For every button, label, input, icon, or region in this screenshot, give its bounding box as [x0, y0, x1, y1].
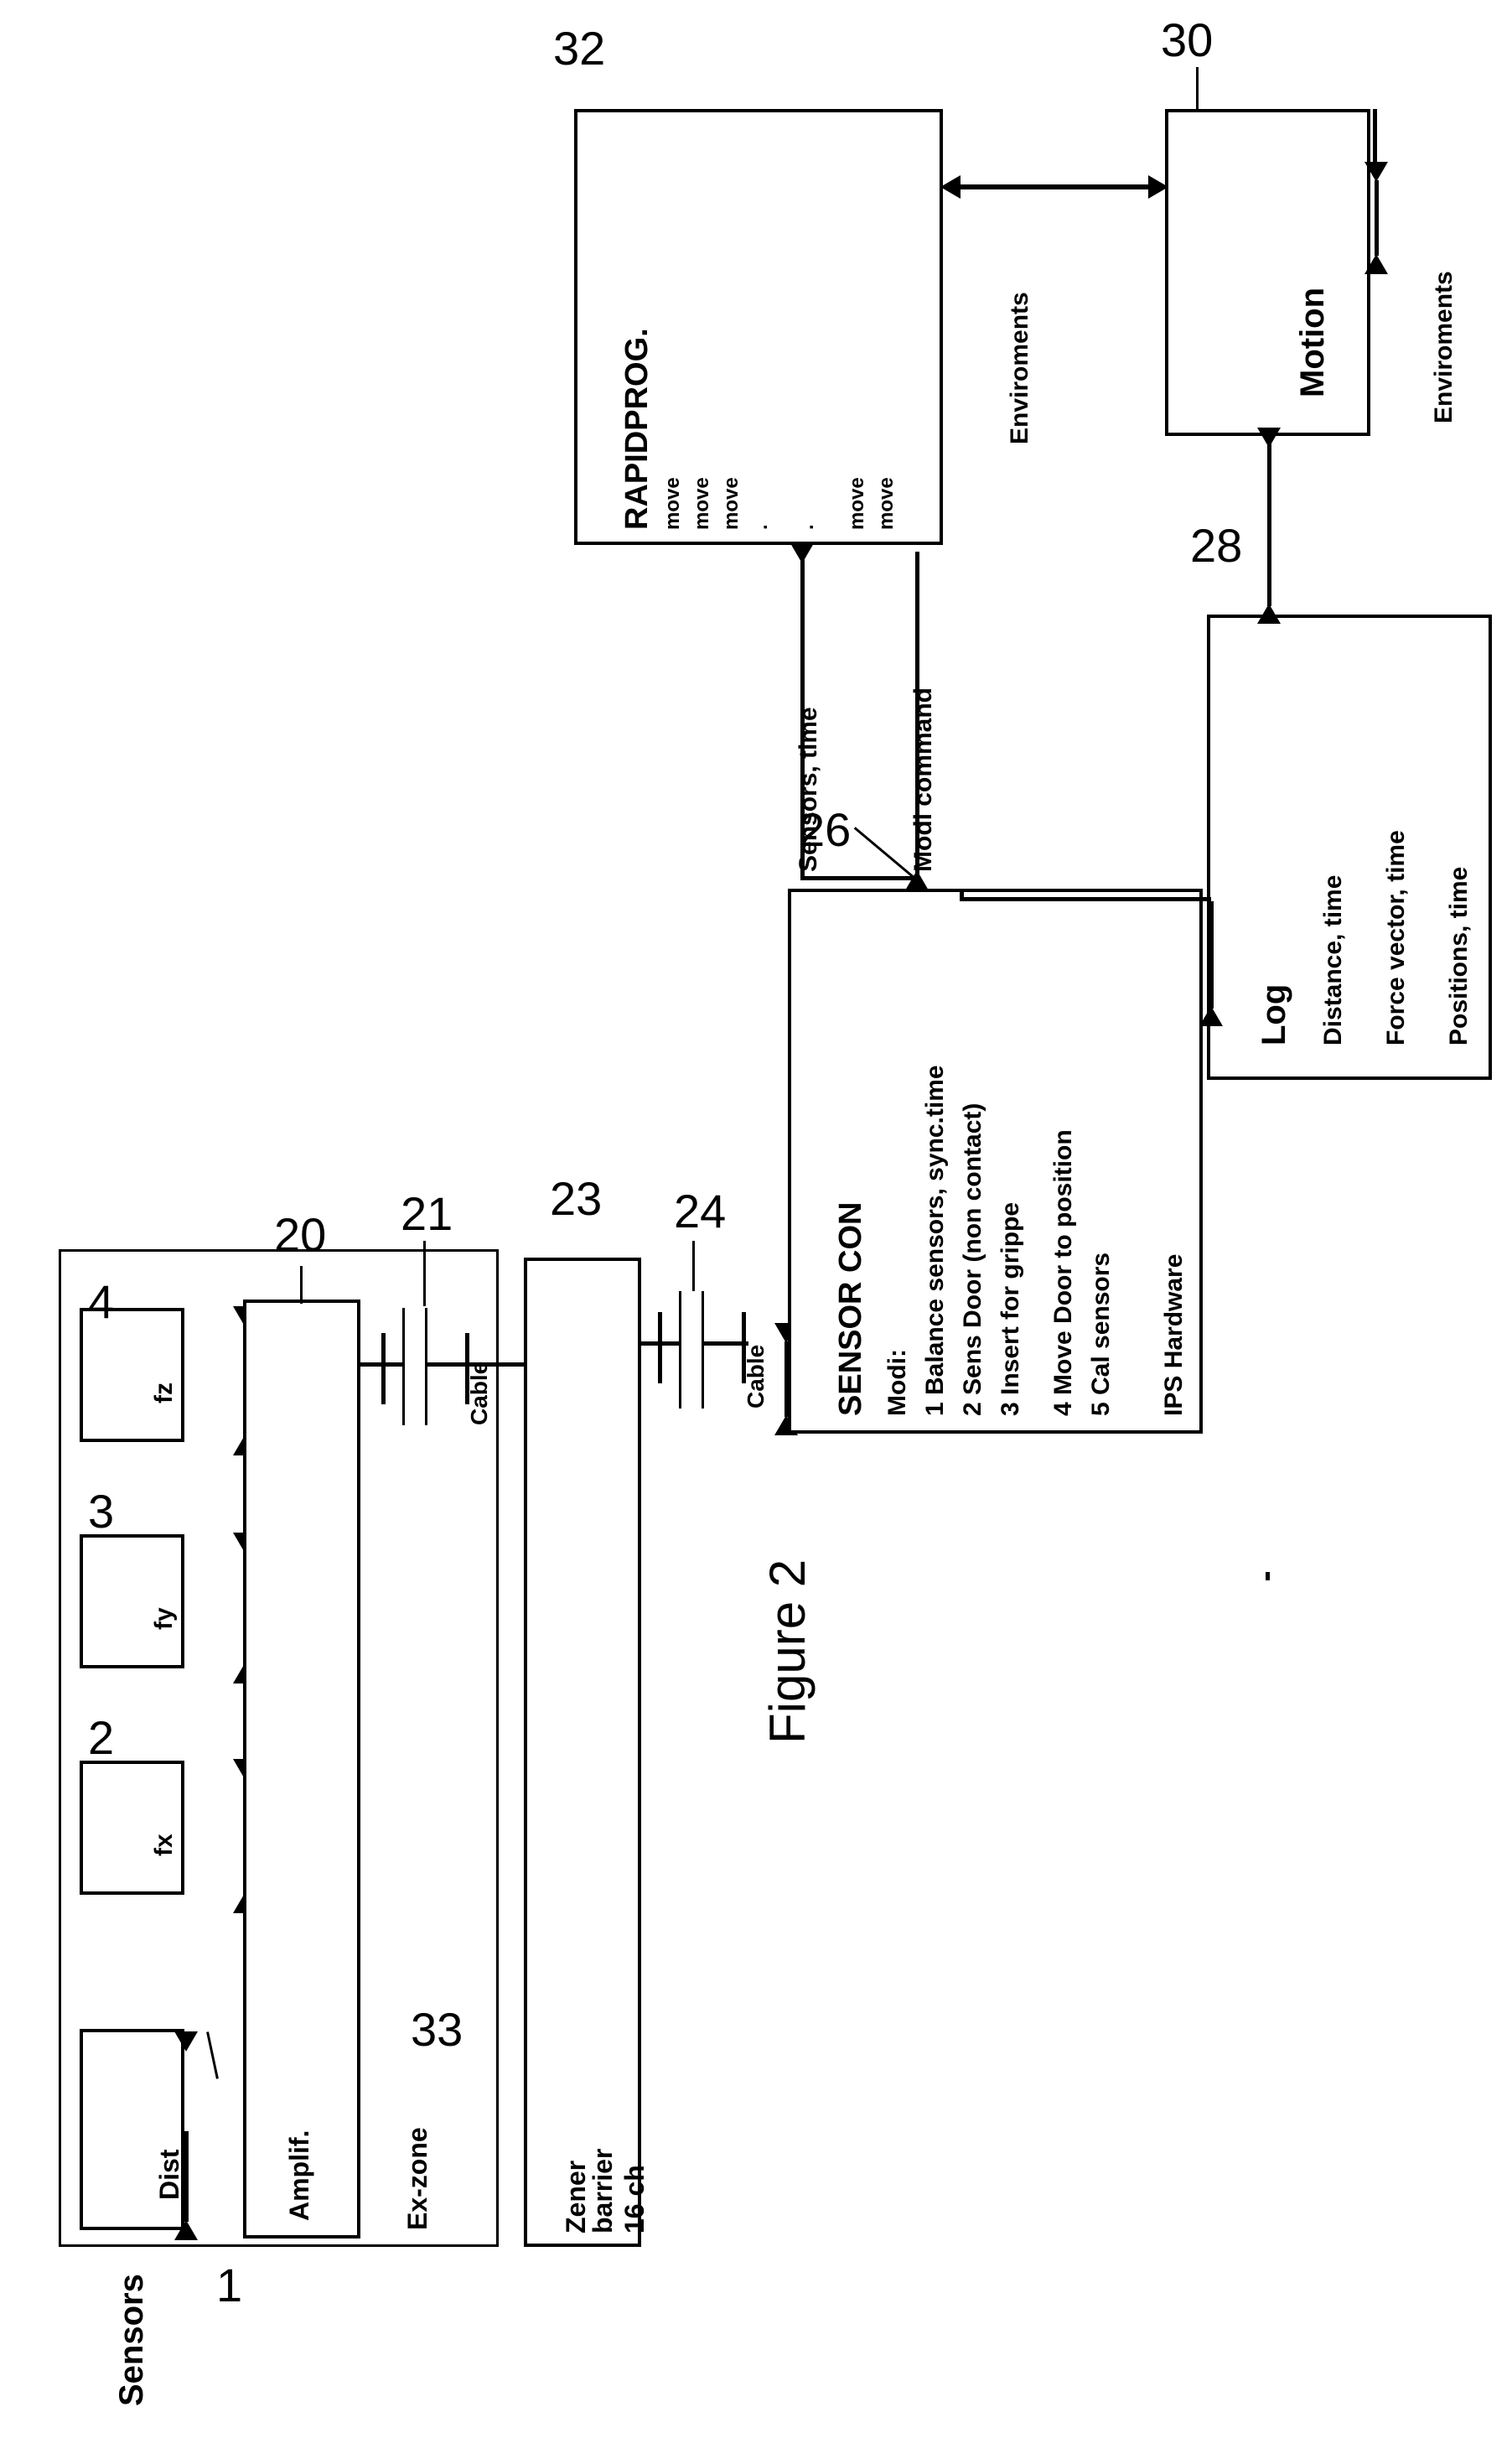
- motion-log-a2: [1257, 428, 1281, 448]
- log-l1: Distance, time: [1319, 875, 1348, 1045]
- sensorcon-m3: 3 Insert for grippe: [997, 1202, 1025, 1416]
- rp-sc-sens-a1: [790, 543, 814, 563]
- zener-box: Zener barrier 16 ch: [524, 1258, 641, 2247]
- motion-log: [1267, 443, 1271, 606]
- rp-g2: .: [795, 524, 819, 530]
- ref-3: 3: [88, 1484, 114, 1538]
- rp-l5: move: [875, 477, 898, 530]
- sensorcon-box: SENSOR CON Modi: 1 Balance sensors, sync…: [788, 889, 1203, 1434]
- ref-33: 33: [411, 2002, 463, 2057]
- rp-l2: move: [691, 477, 714, 530]
- ref-20: 20: [274, 1207, 326, 1262]
- exzone-box: [59, 1249, 499, 2247]
- rp-l3: move: [720, 477, 743, 530]
- rapidprog-box: RAPIDPROG. move move move . . move move: [574, 109, 943, 545]
- log-l2: Force vector, time: [1382, 830, 1411, 1045]
- sc-motion-stub: [1266, 1572, 1270, 1580]
- sensorcon-m2: 2 Sens Door (non contact): [959, 1103, 987, 1416]
- motion-label: Motion: [1294, 288, 1332, 397]
- exzone-label: Ex-zone: [402, 2127, 433, 2230]
- ref-21: 21: [401, 1186, 453, 1241]
- diagram-page: Sensors Dist fx fy fz Amplif. Ex-zone Ca…: [0, 0, 1512, 2459]
- ref-30: 30: [1161, 13, 1213, 67]
- sc-top-h: [800, 876, 918, 880]
- ref30-line: [1196, 67, 1199, 109]
- wire-cable-zener2: [468, 1362, 526, 1367]
- sensorcon-m4: 4 Move Door to position: [1049, 1129, 1078, 1416]
- zener-l2: barrier: [588, 2149, 619, 2233]
- cable1-line: [381, 1333, 386, 1404]
- sensorcon-m5: 5 Cal sensors: [1087, 1253, 1116, 1416]
- ref-1: 1: [216, 2258, 242, 2312]
- rp-l4: move: [846, 477, 869, 530]
- log-box: Log Distance, time Force vector, time Po…: [1207, 615, 1492, 1080]
- cable1-label: Cable: [466, 1362, 493, 1425]
- sensorcon-modi: Modi:: [883, 1349, 912, 1416]
- sc-log: [1209, 901, 1214, 1009]
- motion-part: [1373, 109, 1377, 168]
- figure-label: Figure 2: [759, 1559, 816, 1744]
- env2-label: Enviroments: [1430, 271, 1458, 423]
- motion-env-a1: [1364, 254, 1388, 274]
- sensorcon-hw: IPS Hardware: [1160, 1254, 1188, 1416]
- ref24-line: [692, 1241, 695, 1291]
- sc-log-v: [960, 891, 964, 901]
- sensors-header: Sensors: [113, 2274, 151, 2406]
- log-title: Log: [1256, 984, 1293, 1045]
- ref20-line: [300, 1266, 303, 1304]
- ref21-line: [423, 1241, 426, 1306]
- ref-4: 4: [88, 1274, 114, 1329]
- arrow-rp-motion-r: [1148, 175, 1168, 199]
- cable2-line: [658, 1312, 662, 1383]
- sc-log-h: [960, 897, 1211, 901]
- wire-zener-cable: [639, 1341, 681, 1346]
- ref-24: 24: [674, 1184, 726, 1238]
- zener-l3: 16 ch: [619, 2165, 650, 2233]
- ref-2: 2: [88, 1710, 114, 1765]
- motion-box: Motion: [1165, 109, 1370, 436]
- rp-g1: .: [749, 524, 773, 530]
- rp-l1: move: [661, 477, 685, 530]
- cable2-box: [679, 1291, 704, 1408]
- cable2-label: Cable: [743, 1345, 769, 1408]
- ref-28: 28: [1190, 518, 1242, 573]
- ref-32: 32: [553, 21, 605, 75]
- arrow-rp-motion: [955, 184, 1157, 189]
- sensorcon-m1: 1 Balance sensors, sync.time: [921, 1065, 950, 1416]
- cable1-box: [402, 1308, 427, 1425]
- sc-log-a1: [1199, 1006, 1223, 1026]
- modi-cmd: Modi command: [909, 687, 938, 872]
- ref-26: 26: [799, 802, 851, 857]
- wire-cable2: [702, 1341, 748, 1346]
- arrow-rp-motion-l: [940, 175, 961, 199]
- sensorcon-title: SENSOR CON: [833, 1202, 869, 1416]
- motion-log-a1: [1257, 604, 1281, 624]
- wire-ampl-cable: [359, 1362, 405, 1367]
- ref-23: 23: [550, 1171, 602, 1226]
- wire-cable-zener: [426, 1362, 472, 1367]
- rapidprog-title: RAPIDPROG.: [619, 328, 655, 530]
- env1-label: Enviroments: [1006, 292, 1034, 444]
- motion-env-line: [1375, 180, 1379, 256]
- log-l3: Positions, time: [1445, 867, 1473, 1045]
